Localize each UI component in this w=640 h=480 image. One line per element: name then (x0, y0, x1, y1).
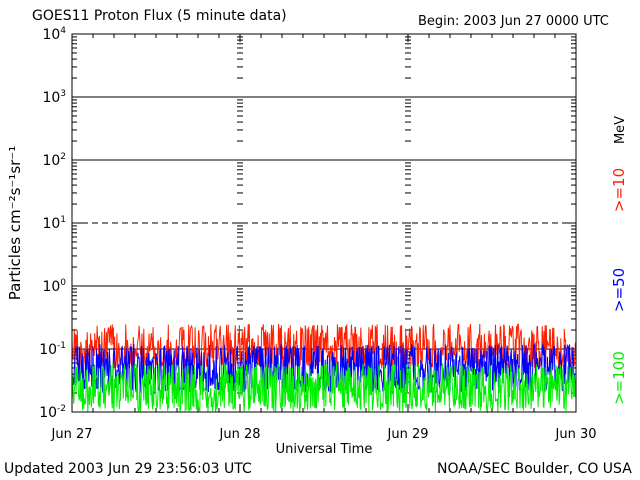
y-axis-label: Particles cm⁻²s⁻¹sr⁻¹ (6, 146, 24, 300)
x-tick-label: Jun 30 (555, 427, 597, 442)
y-tick-label: 101 (42, 215, 66, 232)
x-tick-label: Jun 29 (387, 427, 429, 442)
legend-entry: >=10 (610, 168, 628, 212)
begin-time: Begin: 2003 Jun 27 0000 UTC (418, 14, 609, 29)
y-tick-label: 103 (42, 89, 66, 106)
y-tick-label: 102 (42, 152, 66, 169)
threshold-lines (72, 96, 576, 350)
y-tick-labels: 10-2 10-1 100 101 102 103 104 (39, 26, 66, 421)
legend-entry: >=50 (610, 268, 628, 312)
y-tick-label: 104 (42, 26, 66, 43)
plot-frame (71, 33, 577, 413)
chart-title: GOES11 Proton Flux (5 minute data) (32, 8, 287, 24)
y-tick-label: 100 (42, 278, 66, 295)
x-tick-label: Jun 27 (51, 427, 93, 442)
series-line (71, 362, 577, 414)
legend-units: MeV (613, 116, 628, 144)
x-axis-label: Universal Time (276, 442, 373, 457)
x-tick-labels: Jun 27 Jun 28 Jun 29 Jun 30 (51, 427, 597, 442)
y-tick-label: 10-1 (39, 341, 66, 358)
updated-time: Updated 2003 Jun 29 23:56:03 UTC (4, 461, 252, 477)
credit: NOAA/SEC Boulder, CO USA (437, 461, 632, 477)
series-layer (71, 323, 577, 414)
legend: >=10 >=50 >=100 (610, 168, 628, 405)
y-tick-label: 10-2 (39, 404, 66, 421)
legend-entry: >=100 (610, 351, 628, 405)
x-tick-label: Jun 28 (219, 427, 261, 442)
